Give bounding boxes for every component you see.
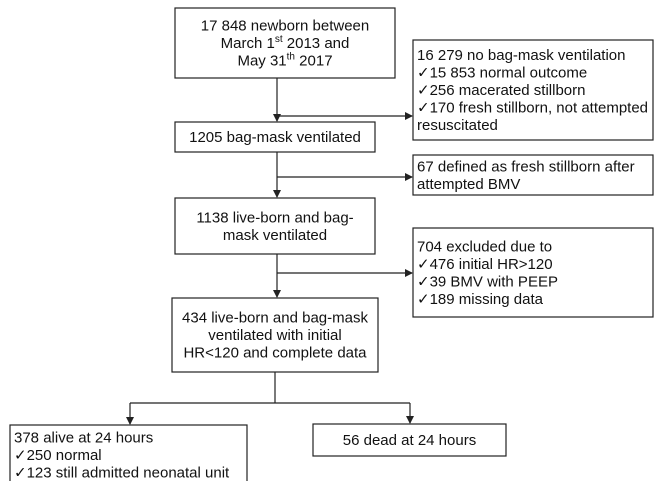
box-text: ✓189 missing data <box>417 291 544 308</box>
flow-box: 378 alive at 24 hours✓250 normal✓123 sti… <box>9 424 248 481</box>
box-text: 17 848 newborn between <box>201 18 369 35</box>
box-frame <box>171 297 379 373</box>
box-text: ✓39 BMV with PEEP <box>417 273 558 290</box>
box-text: 56 dead at 24 hours <box>343 432 476 449</box>
box-text: 1205 bag-mask ventilated <box>189 129 361 146</box>
box-frame <box>412 39 654 141</box>
box-text: May 31th 2017 <box>237 52 332 70</box>
box-frame <box>412 154 654 196</box>
box-text: ✓256 macerated stillborn <box>417 82 586 99</box>
box-text: ✓15 853 normal outcome <box>417 65 587 82</box>
box-frame <box>9 424 248 481</box>
box-text: ventilated with initial <box>208 327 341 344</box>
superscript: th <box>287 52 295 63</box>
box-text: ✓123 still admitted neonatal unit <box>14 465 230 481</box>
flow-box: 1138 live-born and bag-mask ventilated <box>174 197 376 255</box>
text-run: May 31 <box>237 53 286 70</box>
box-text: mask ventilated <box>223 227 327 244</box>
text-run: 2017 <box>295 53 333 70</box>
box-text: 16 279 no bag-mask ventilation <box>417 47 625 64</box>
text-run: March 1 <box>221 35 275 52</box>
box-text: ✓170 fresh stillborn, not attempted <box>417 100 648 117</box>
flow-box: 1205 bag-mask ventilated <box>174 121 376 153</box>
box-text: 67 defined as fresh stillborn after <box>417 158 635 175</box>
box-text: 434 live-born and bag-mask <box>182 310 368 327</box>
box-text: 704 excluded due to <box>417 238 552 255</box>
text-run: 2013 and <box>283 35 350 52</box>
box-text: resuscitated <box>417 117 498 134</box>
box-text: ✓250 normal <box>14 447 102 464</box>
box-text: HR<120 and complete data <box>183 345 367 362</box>
box-frame <box>174 7 396 79</box>
box-text: ✓476 initial HR>120 <box>417 256 553 273</box>
box-frame <box>174 121 376 153</box>
flow-box: 67 defined as fresh stillborn afterattem… <box>412 154 654 196</box>
connectors <box>126 78 414 425</box>
box-text: March 1st 2013 and <box>221 34 350 52</box>
box-frame <box>412 227 654 318</box>
box-text: 1138 live-born and bag- <box>196 209 353 226</box>
box-text: 378 alive at 24 hours <box>14 430 153 447</box>
flow-box: 56 dead at 24 hours <box>312 423 507 457</box>
box-frame <box>312 423 507 457</box>
superscript: st <box>275 34 283 45</box>
box-frame <box>174 197 376 255</box>
box-text: attempted BMV <box>417 176 520 193</box>
flow-box: 16 279 no bag-mask ventilation✓15 853 no… <box>412 39 654 141</box>
flow-box: 704 excluded due to✓476 initial HR>120✓3… <box>412 227 654 318</box>
